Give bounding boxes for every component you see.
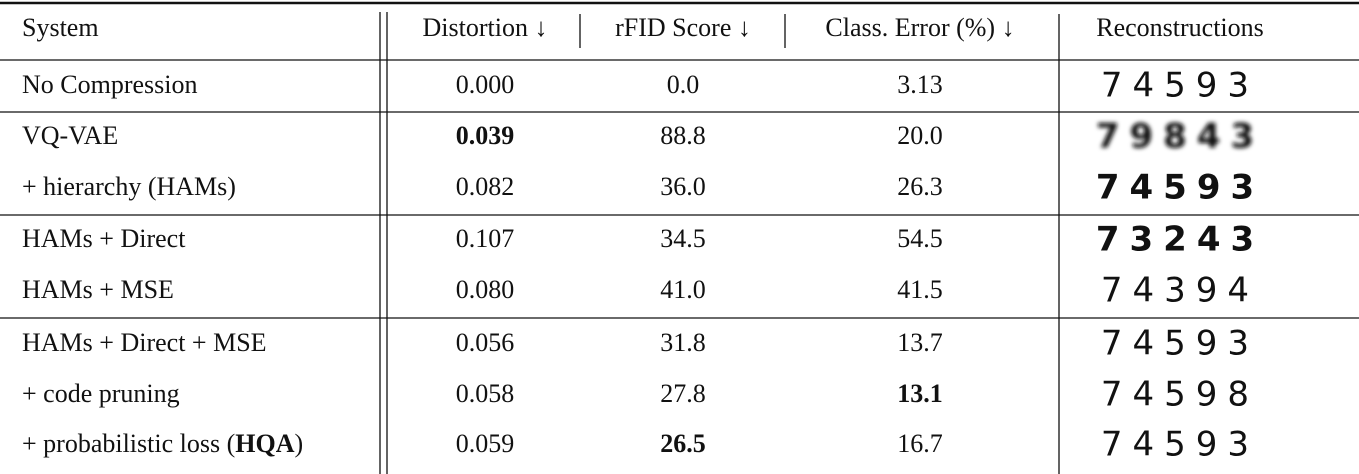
cell: HAMs + Direct <box>22 224 186 253</box>
cell-part: ) <box>295 429 304 458</box>
header-cell: rFID Score ↓ <box>615 13 751 42</box>
reconstruction: 74593 <box>1101 66 1259 106</box>
header-cell: Class. Error (%) ↓ <box>825 13 1014 42</box>
header-cell: Reconstructions <box>1096 13 1264 42</box>
cell: 0.082 <box>456 172 515 201</box>
cell: 36.0 <box>660 172 706 201</box>
cell: 3.13 <box>897 70 943 99</box>
cell: 0.058 <box>456 379 515 408</box>
reconstruction: 79843 <box>1096 117 1264 157</box>
cell: 88.8 <box>660 121 706 150</box>
cell: 26.5 <box>660 429 706 458</box>
cell: 41.0 <box>660 275 706 304</box>
cell: No Compression <box>22 70 198 99</box>
cell: 0.080 <box>456 275 515 304</box>
cell: 0.039 <box>456 121 515 150</box>
cell: 0.107 <box>456 224 515 253</box>
cell: 0.059 <box>456 429 515 458</box>
reconstruction: 73243 <box>1096 220 1264 260</box>
cell: + hierarchy (HAMs) <box>22 172 236 201</box>
cell: + code pruning <box>22 379 180 408</box>
reconstruction: 74394 <box>1101 271 1259 311</box>
cell: 31.8 <box>660 328 706 357</box>
cell: VQ-VAE <box>22 121 118 150</box>
cell-part: + probabilistic loss ( <box>22 429 235 458</box>
cell: 0.056 <box>456 328 515 357</box>
cell: 54.5 <box>897 224 943 253</box>
cell: + probabilistic loss (HQA) <box>22 429 303 458</box>
cell: 26.3 <box>897 172 943 201</box>
cell: 20.0 <box>897 121 943 150</box>
cell: HAMs + MSE <box>22 275 174 304</box>
cell-part: HQA <box>235 429 294 458</box>
header-cell: System <box>22 13 99 42</box>
cell: HAMs + Direct + MSE <box>22 328 267 357</box>
cell: 0.000 <box>456 70 515 99</box>
cell: 34.5 <box>660 224 706 253</box>
cell: 41.5 <box>897 275 943 304</box>
cell: 27.8 <box>660 379 706 408</box>
cell: 13.7 <box>897 328 943 357</box>
reconstruction: 74593 <box>1101 324 1259 364</box>
cell: 16.7 <box>897 429 943 458</box>
cell: 0.0 <box>667 70 700 99</box>
reconstruction: 74593 <box>1096 168 1264 208</box>
header-cell: Distortion ↓ <box>423 13 548 42</box>
reconstruction: 74593 <box>1101 425 1259 465</box>
cell: 13.1 <box>897 379 943 408</box>
reconstruction: 74598 <box>1101 375 1259 415</box>
